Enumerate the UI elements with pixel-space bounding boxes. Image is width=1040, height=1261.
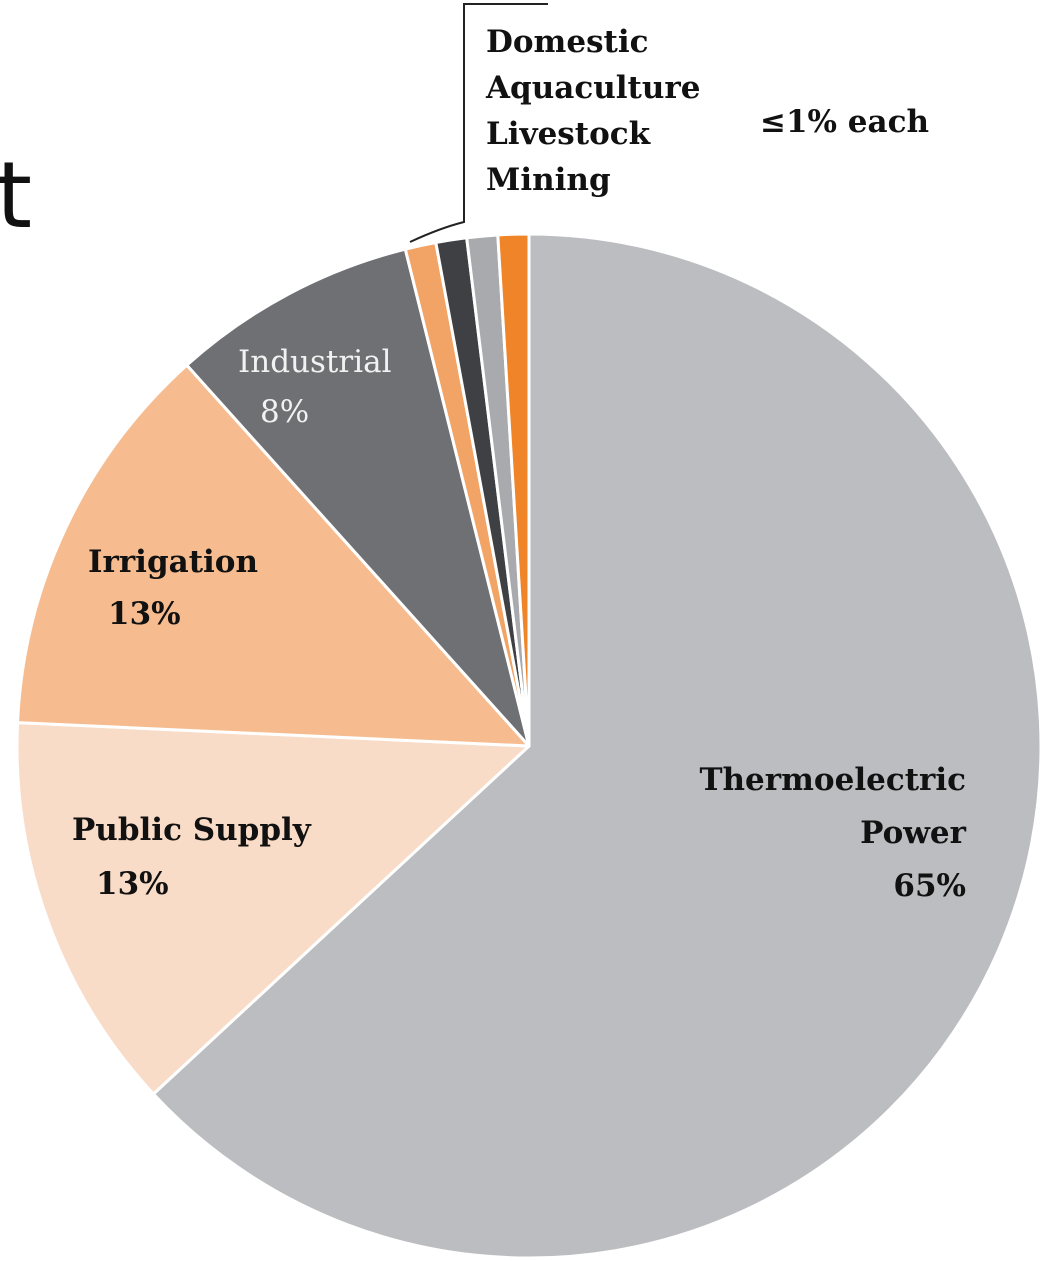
- legend-label-aquaculture: Aquaculture: [485, 70, 700, 106]
- slice-value-industrial: 8%: [260, 394, 309, 430]
- stray-glyph: t: [0, 142, 33, 249]
- slice-label-thermoelectric-line2: Power: [860, 815, 967, 851]
- slice-value-thermoelectric: 65%: [893, 868, 966, 904]
- slice-label-irrigation: Irrigation: [88, 544, 258, 580]
- slice-value-public-supply: 13%: [96, 866, 169, 902]
- pie-slice-thermoelectric-power: [151, 232, 1040, 1260]
- legend-label-mining: Mining: [486, 162, 611, 198]
- legend-label-domestic: Domestic: [486, 24, 649, 60]
- pie-slices: [15, 232, 1040, 1260]
- slice-label-industrial: Industrial: [238, 344, 392, 380]
- slice-label-thermoelectric-line1: Thermoelectric: [699, 762, 966, 798]
- small-slices-note: ≤1% each: [760, 104, 929, 140]
- pie-slice-industrial: [185, 247, 531, 748]
- pie-slice-irrigation: [16, 363, 531, 748]
- slice-value-irrigation: 13%: [108, 596, 181, 632]
- slice-label-public-supply: Public Supply: [72, 812, 312, 848]
- pie-slice-mining: [496, 232, 531, 748]
- slice-labels: Thermoelectric 65% Public Supply 13% Irr…: [72, 24, 967, 904]
- small-slices-bracket: [409, 3, 548, 243]
- pie-slice-public-supply: [15, 721, 531, 1096]
- legend-label-livestock: Livestock: [486, 116, 652, 152]
